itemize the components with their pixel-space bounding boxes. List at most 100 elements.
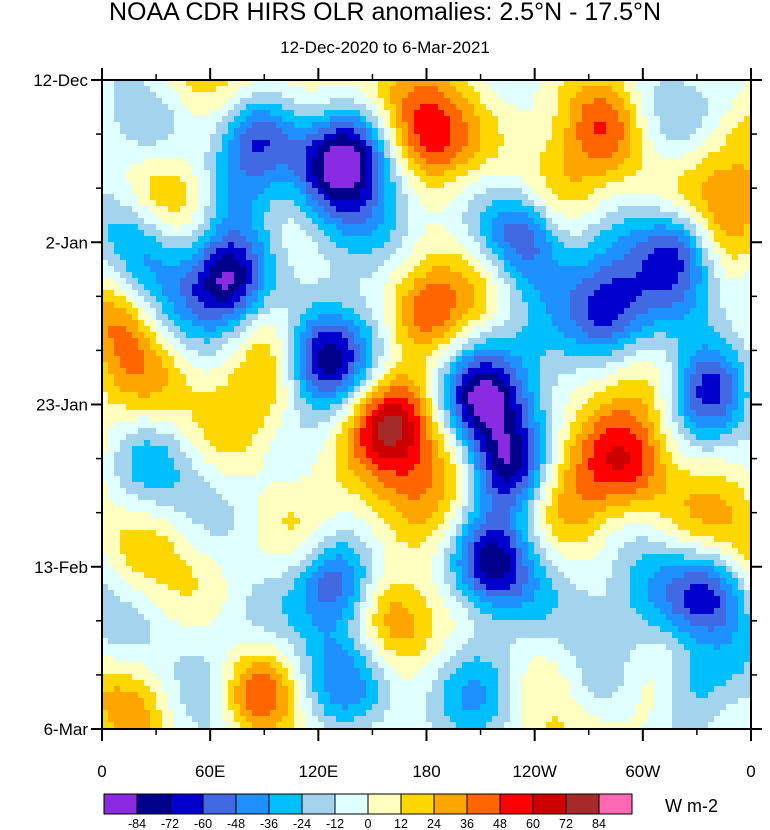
field-cell xyxy=(732,188,739,195)
field-cell xyxy=(408,254,415,261)
field-cell xyxy=(174,326,181,333)
field-cell xyxy=(456,308,463,315)
field-cell xyxy=(570,344,577,351)
field-cell xyxy=(660,230,667,237)
field-cell xyxy=(294,296,301,303)
field-cell xyxy=(138,116,145,123)
field-cell xyxy=(456,104,463,111)
field-cell xyxy=(510,248,517,255)
field-cell xyxy=(252,200,259,207)
field-cell xyxy=(588,176,595,183)
field-cell xyxy=(150,92,157,99)
field-cell xyxy=(240,140,247,147)
field-cell xyxy=(576,290,583,297)
field-cell xyxy=(504,284,511,291)
field-cell xyxy=(216,290,223,297)
field-cell xyxy=(114,212,121,219)
field-cell xyxy=(348,104,355,111)
field-cell xyxy=(552,344,559,351)
field-cell xyxy=(156,86,163,93)
field-cell xyxy=(570,260,577,267)
field-cell xyxy=(474,302,481,309)
field-cell xyxy=(510,164,517,171)
field-cell xyxy=(582,134,589,141)
field-cell xyxy=(402,224,409,231)
field-cell xyxy=(258,80,265,87)
field-cell xyxy=(450,104,457,111)
field-cell xyxy=(390,266,397,273)
field-cell xyxy=(138,302,145,309)
field-cell xyxy=(216,320,223,327)
field-cell xyxy=(516,302,523,309)
field-cell xyxy=(714,242,721,249)
field-cell xyxy=(450,188,457,195)
field-cell xyxy=(126,326,133,333)
field-cell xyxy=(474,152,481,159)
field-cell xyxy=(402,284,409,291)
field-cell xyxy=(156,158,163,165)
field-cell xyxy=(348,320,355,327)
field-cell xyxy=(132,116,139,123)
field-cell xyxy=(132,122,139,129)
field-cell xyxy=(234,290,241,297)
field-cell xyxy=(474,278,481,285)
field-cell xyxy=(582,92,589,99)
field-cell xyxy=(408,260,415,267)
field-cell xyxy=(366,332,373,339)
field-cell xyxy=(414,110,421,117)
field-cell xyxy=(276,116,283,123)
field-cell xyxy=(294,236,301,243)
field-cell xyxy=(378,224,385,231)
field-cell xyxy=(654,128,661,135)
field-cell xyxy=(138,98,145,105)
field-cell xyxy=(708,170,715,177)
field-cell xyxy=(600,254,607,261)
field-cell xyxy=(546,272,553,279)
field-cell xyxy=(168,320,175,327)
field-cell xyxy=(444,140,451,147)
field-cell xyxy=(192,92,199,99)
field-cell xyxy=(300,230,307,237)
field-cell xyxy=(648,92,655,99)
field-cell xyxy=(342,248,349,255)
field-cell xyxy=(468,350,475,357)
field-cell xyxy=(642,146,649,153)
field-cell xyxy=(426,122,433,129)
field-cell xyxy=(120,176,127,183)
field-cell xyxy=(528,122,535,129)
field-cell xyxy=(624,308,631,315)
field-cell xyxy=(474,344,481,351)
field-cell xyxy=(726,128,733,135)
field-cell xyxy=(444,332,451,339)
field-cell xyxy=(264,260,271,267)
field-cell xyxy=(612,320,619,327)
field-cell xyxy=(696,110,703,117)
field-cell xyxy=(126,338,133,345)
field-cell xyxy=(300,146,307,153)
field-cell xyxy=(696,338,703,345)
field-cell xyxy=(504,224,511,231)
field-cell xyxy=(270,218,277,225)
field-cell xyxy=(444,344,451,351)
field-cell xyxy=(606,206,613,213)
field-cell xyxy=(168,344,175,351)
field-cell xyxy=(498,140,505,147)
field-cell xyxy=(600,350,607,357)
field-cell xyxy=(378,134,385,141)
field-cell xyxy=(744,344,751,351)
field-cell xyxy=(486,350,493,357)
field-cell xyxy=(198,224,205,231)
field-cell xyxy=(312,338,319,345)
field-cell xyxy=(384,188,391,195)
field-cell xyxy=(438,92,445,99)
field-cell xyxy=(468,158,475,165)
field-cell xyxy=(402,272,409,279)
field-cell xyxy=(546,182,553,189)
field-cell xyxy=(462,164,469,171)
field-cell xyxy=(648,188,655,195)
field-cell xyxy=(276,140,283,147)
field-cell xyxy=(306,116,313,123)
field-cell xyxy=(156,302,163,309)
field-cell xyxy=(480,188,487,195)
field-cell xyxy=(264,248,271,255)
